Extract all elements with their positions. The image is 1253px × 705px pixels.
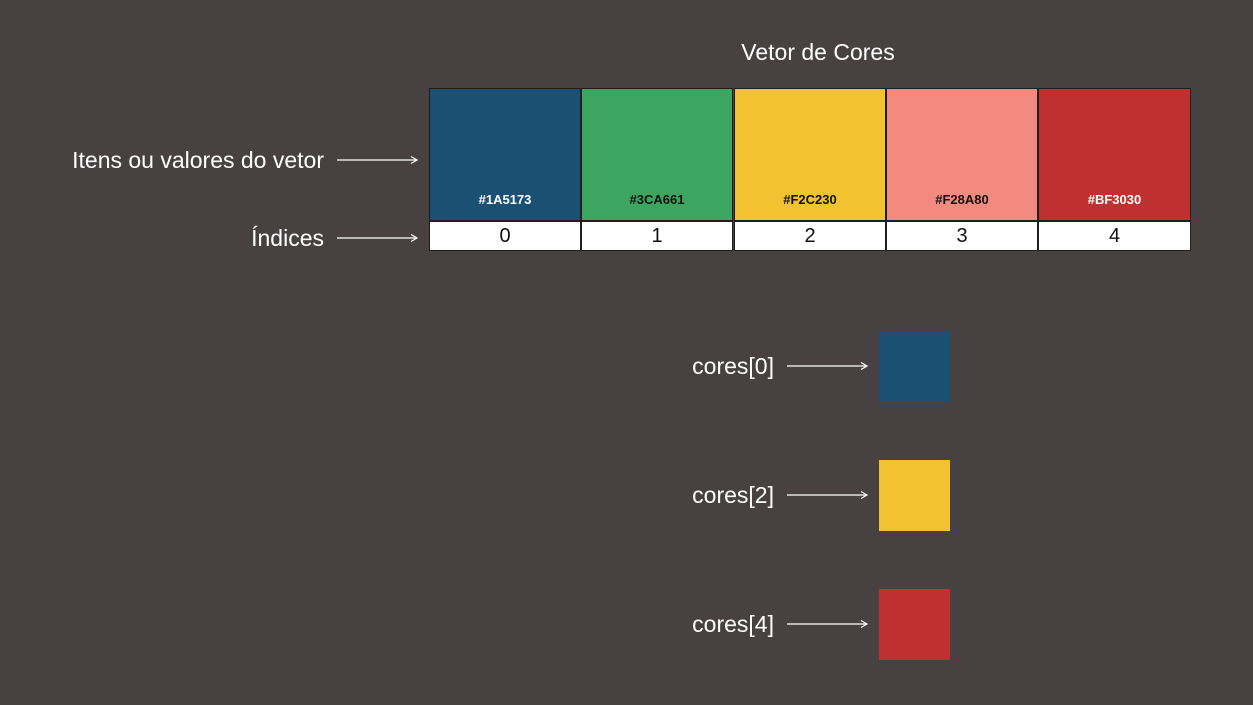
vector-cell-4: #BF3030 4: [1038, 88, 1191, 251]
vector-cell-2: #F2C230 2: [734, 88, 886, 251]
hex-label-2: #F2C230: [783, 192, 837, 207]
diagram-title: Vetor de Cores: [741, 39, 895, 65]
index-0: 0: [429, 221, 581, 251]
color-swatch-2: [734, 88, 886, 221]
hex-label-3: #F28A80: [935, 192, 989, 207]
access-label-2: cores[4]: [692, 611, 774, 637]
hex-label-1: #3CA661: [629, 192, 685, 207]
vector-cell-3: #F28A80 3: [886, 88, 1038, 251]
items-label: Itens ou valores do vetor: [72, 147, 324, 173]
indices-label: Índices: [251, 225, 324, 251]
access-label-1: cores[2]: [692, 482, 774, 508]
access-result-swatch-1: [879, 460, 950, 531]
color-swatch-0: [429, 88, 581, 221]
access-result-swatch-0: [879, 331, 950, 402]
color-swatch-4: [1038, 88, 1191, 221]
color-swatch-1: [581, 88, 733, 221]
vector-cell-0: #1A5173 0: [429, 88, 581, 251]
vector-cell-1: #3CA661 1: [581, 88, 733, 251]
color-vector: #1A5173 0 #3CA661 1 #F2C230 2 #F28A80 3 …: [429, 88, 1191, 251]
index-2: 2: [734, 221, 886, 251]
hex-label-4: #BF3030: [1087, 192, 1142, 207]
access-arrow-icon: [787, 490, 869, 500]
access-arrow-icon: [787, 619, 869, 629]
index-3: 3: [886, 221, 1038, 251]
items-arrow-icon: [337, 155, 419, 165]
index-1: 1: [581, 221, 733, 251]
access-result-swatch-2: [879, 589, 950, 660]
access-label-0: cores[0]: [692, 353, 774, 379]
color-swatch-3: [886, 88, 1038, 221]
indices-arrow-icon: [337, 233, 419, 243]
access-arrow-icon: [787, 361, 869, 371]
hex-label-0: #1A5173: [478, 192, 532, 207]
index-4: 4: [1038, 221, 1191, 251]
